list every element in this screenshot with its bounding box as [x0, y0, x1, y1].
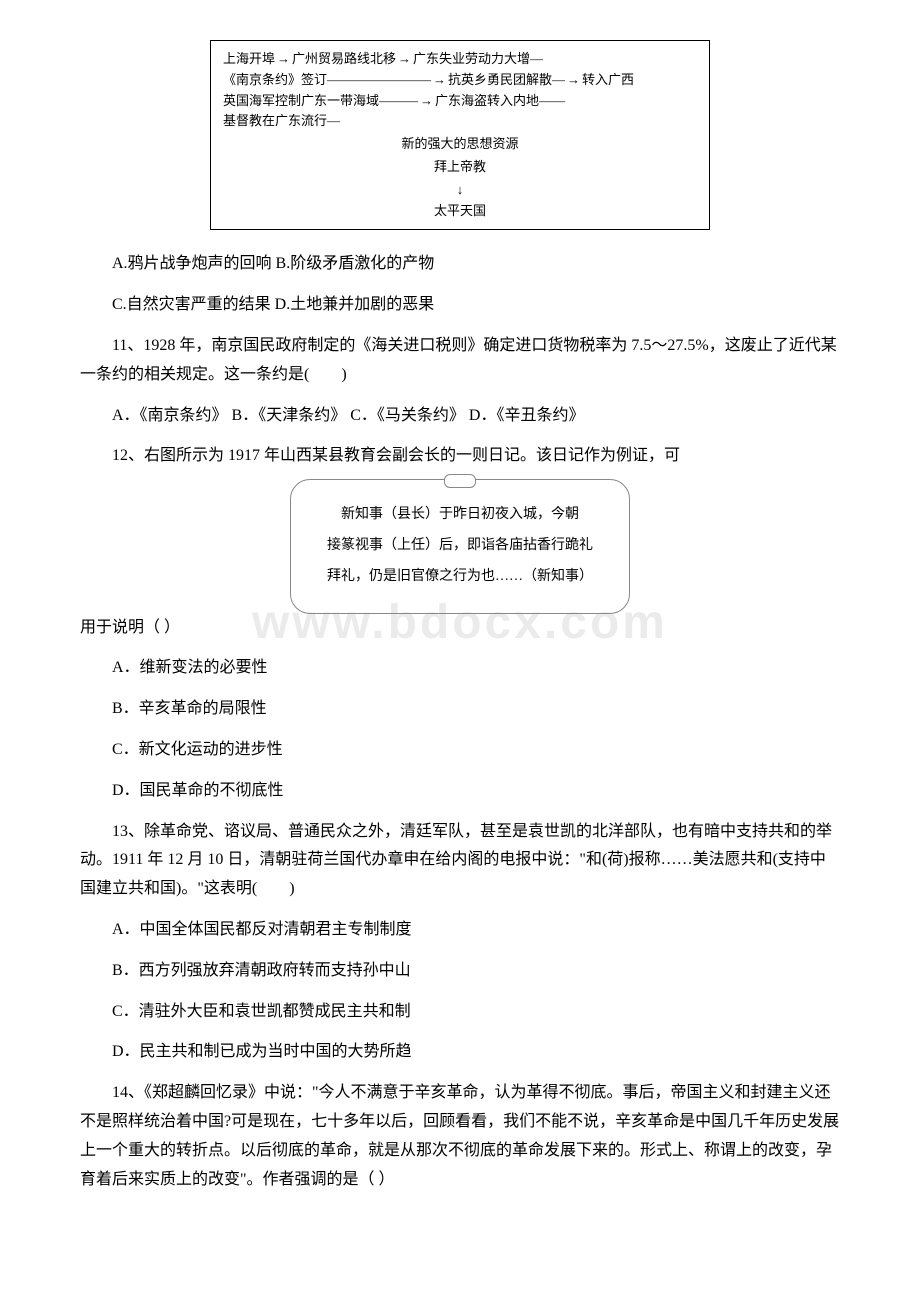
q12-option-b: B．辛亥革命的局限性 [80, 695, 840, 724]
diagram-text: 转入广西 [582, 70, 634, 91]
q12-block: 12、右图所示为 1917 年山西某县教育会副会长的一则日记。该日记作为例证，可… [80, 442, 840, 642]
line-icon: — [552, 70, 565, 91]
q12-text-after: 用于说明（ ） [80, 614, 840, 643]
diagram-text: 广东失业劳动力大增 [413, 49, 530, 70]
diagram-text: 太平天国 [434, 203, 486, 218]
line-icon: ——— [379, 91, 418, 112]
diagram-row-7: ↓ 太平天国 [223, 180, 697, 222]
flow-diagram: 上海开埠 → 广州贸易路线北移 → 广东失业劳动力大增 — 《南京条约》签订 —… [210, 40, 710, 230]
diagram-row-6: 拜上帝教 [223, 157, 697, 178]
diary-line: 接篆视事（上任）后，即诣各庙拈香行跪礼 [315, 531, 605, 562]
arrow-icon: → [433, 70, 446, 91]
q12-text-before: 12、右图所示为 1917 年山西某县教育会副会长的一则日记。该日记作为例证，可 [80, 442, 840, 471]
line-icon: — [530, 49, 543, 70]
q12-option-a: A．维新变法的必要性 [80, 654, 840, 683]
arrow-icon: → [398, 49, 411, 70]
diagram-text: 广东海盗转入内地 [435, 91, 539, 112]
diagram-row-5: 新的强大的思想资源 [223, 134, 697, 155]
diagram-text: 基督教在广东流行 [223, 111, 327, 132]
diary-box: 新知事（县长）于昨日初夜入城，今朝 接篆视事（上任）后，即诣各庙拈香行跪礼 拜礼… [290, 479, 630, 613]
diary-line: 新知事（县长）于昨日初夜入城，今朝 [315, 500, 605, 531]
diagram-row-4: 基督教在广东流行 — [223, 111, 697, 132]
arrow-icon: → [277, 49, 290, 70]
document-content: 上海开埠 → 广州贸易路线北移 → 广东失业劳动力大增 — 《南京条约》签订 —… [80, 40, 840, 1194]
line-icon: —— [539, 91, 565, 112]
diagram-row-3: 英国海军控制广东一带海域 ——— → 广东海盗转入内地 —— [223, 91, 697, 112]
line-icon: ———————— [327, 70, 431, 91]
q13-text: 13、除革命党、谘议局、普通民众之外，清廷军队，甚至是袁世凯的北洋部队，也有暗中… [80, 818, 840, 904]
diagram-text: 抗英乡勇民团解散 [448, 70, 552, 91]
diagram-text: 上海开埠 [223, 49, 275, 70]
diagram-text: 广州贸易路线北移 [292, 49, 396, 70]
diary-line: 拜礼，仍是旧官僚之行为也……（新知事） [315, 562, 605, 593]
diagram-text: 拜上帝教 [434, 159, 486, 174]
q12-option-c: C．新文化运动的进步性 [80, 736, 840, 765]
diagram-text: 英国海军控制广东一带海域 [223, 91, 379, 112]
q14-text: 14、《郑超麟回忆录》中说："今人不满意于辛亥革命，认为革得不彻底。事后，帝国主… [80, 1079, 840, 1194]
line-icon: — [327, 111, 340, 132]
q10-options-ab: A.鸦片战争炮声的回响 B.阶级矛盾激化的产物 [80, 250, 840, 279]
diary-wrapper: 新知事（县长）于昨日初夜入城，今朝 接篆视事（上任）后，即诣各庙拈香行跪礼 拜礼… [80, 471, 840, 613]
q13-option-a: A．中国全体国民都反对清朝君主专制制度 [80, 916, 840, 945]
q13-option-c: C．清驻外大臣和袁世凯都赞成民主共和制 [80, 998, 840, 1027]
diagram-row-1: 上海开埠 → 广州贸易路线北移 → 广东失业劳动力大增 — [223, 49, 697, 70]
q13-option-d: D．民主共和制已成为当时中国的大势所趋 [80, 1038, 840, 1067]
q10-options-cd: C.自然灾害严重的结果 D.土地兼并加剧的恶果 [80, 291, 840, 320]
q13-option-b: B．西方列强放弃清朝政府转而支持孙中山 [80, 957, 840, 986]
line-icon: ↓ [457, 182, 464, 197]
diagram-row-2: 《南京条约》签订 ———————— → 抗英乡勇民团解散 — → 转入广西 [223, 70, 697, 91]
diagram-text: 新的强大的思想资源 [401, 136, 518, 151]
q11-text: 11、1928 年，南京国民政府制定的《海关进口税则》确定进口货物税率为 7.5… [80, 332, 840, 390]
arrow-icon: → [567, 70, 580, 91]
arrow-icon: → [420, 91, 433, 112]
q12-option-d: D．国民革命的不彻底性 [80, 777, 840, 806]
diagram-text: 《南京条约》签订 [223, 70, 327, 91]
q11-options: A．《南京条约》 B．《天津条约》 C．《马关条约》 D．《辛丑条约》 [80, 402, 840, 431]
